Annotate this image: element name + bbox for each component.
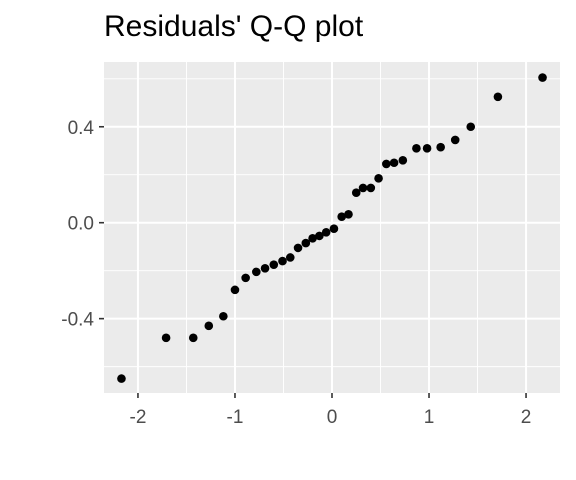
data-point bbox=[422, 144, 432, 153]
data-point bbox=[351, 188, 361, 198]
data-point bbox=[269, 260, 279, 269]
x-tick-label: 1 bbox=[424, 407, 435, 428]
data-point bbox=[315, 231, 324, 241]
x-tick-label: 2 bbox=[521, 407, 532, 428]
data-point bbox=[493, 92, 503, 102]
data-point bbox=[344, 210, 353, 219]
data-points bbox=[117, 73, 547, 383]
data-point bbox=[436, 142, 445, 152]
data-point bbox=[389, 158, 399, 168]
data-point bbox=[293, 243, 303, 253]
data-point bbox=[450, 135, 460, 145]
y-tick-label: 0.0 bbox=[68, 214, 94, 235]
chart-title: Residuals' Q-Q plot bbox=[104, 10, 364, 43]
data-point bbox=[230, 285, 240, 295]
x-tick-label: -2 bbox=[130, 407, 147, 428]
data-point bbox=[366, 183, 376, 193]
data-point bbox=[301, 238, 311, 248]
data-point bbox=[308, 233, 317, 243]
x-tick-label: 0 bbox=[327, 407, 338, 428]
data-point bbox=[321, 227, 331, 237]
data-point bbox=[358, 183, 368, 193]
data-point bbox=[398, 156, 408, 165]
y-tick-label: -0.4 bbox=[61, 310, 94, 331]
data-point bbox=[252, 267, 261, 277]
data-point bbox=[329, 224, 339, 233]
data-point bbox=[260, 263, 270, 273]
data-point bbox=[374, 174, 383, 183]
data-point bbox=[285, 253, 295, 262]
data-point bbox=[161, 333, 171, 343]
data-point bbox=[382, 159, 391, 169]
data-point bbox=[117, 374, 126, 383]
data-point bbox=[538, 73, 547, 82]
y-tick-label: 0.4 bbox=[68, 118, 95, 139]
x-axis: -2 -1 0 1 2 bbox=[130, 393, 532, 428]
data-point bbox=[219, 311, 228, 321]
data-point bbox=[241, 273, 250, 283]
data-point bbox=[466, 122, 476, 132]
x-tick-label: -1 bbox=[227, 407, 244, 428]
data-point bbox=[278, 256, 287, 266]
data-point bbox=[188, 333, 198, 343]
data-point bbox=[412, 144, 421, 153]
data-point bbox=[337, 212, 347, 222]
data-point bbox=[204, 321, 214, 331]
y-axis: -0.4 0.0 0.4 bbox=[61, 118, 104, 331]
